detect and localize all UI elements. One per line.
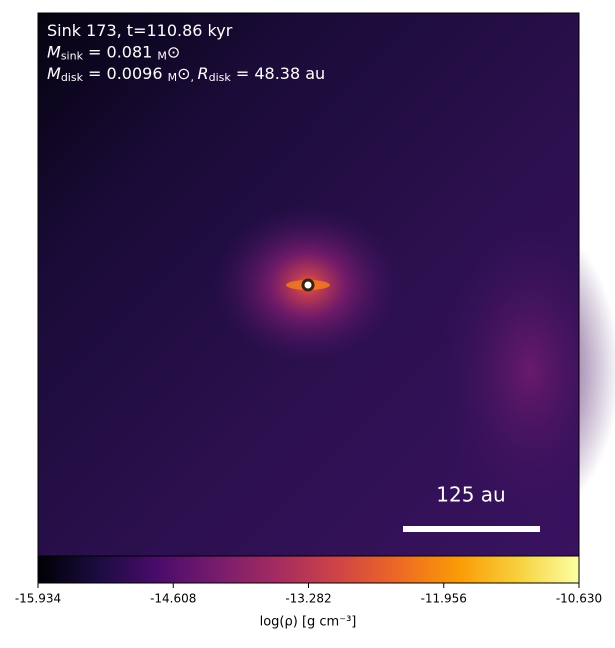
annotation-text: Sink 173, t=110.86 kyr [47,21,233,40]
subscript: disk [209,71,232,84]
annotation-text: M [47,64,61,83]
subscript: disk [61,71,84,84]
colorbar-tick-label: -11.956 [421,592,467,606]
annotation: Sink 173, t=110.86 kyr Msink = 0.081 M⊙ Md… [47,21,325,85]
scale-bar-label: 125 au [436,483,505,507]
colorbar-tick-label: -14.608 [150,592,196,606]
annotation-text: = 48.38 au [231,64,325,83]
colorbar-label: log(ρ) [g cm⁻³] [260,615,357,630]
subscript: , [191,71,198,84]
subscript: M [157,50,167,63]
subscript: M [168,71,178,84]
colorbar [37,555,580,584]
annotation-text: = 0.0096 [83,64,168,83]
subscript: sink [61,50,84,63]
annotation-text: = 0.081 [83,42,157,61]
colorbar-tick-label: -10.630 [556,592,602,606]
density-image [37,12,615,557]
colorbar-tick-label: -15.934 [15,592,61,606]
annotation-text: R [198,64,209,83]
annotation-text: ⊙ [177,64,190,83]
colorbar-tick-label: -13.282 [285,592,331,606]
sink-marker [301,278,315,292]
annotation-text: M [47,42,61,61]
annotation-text: ⊙ [167,42,180,61]
